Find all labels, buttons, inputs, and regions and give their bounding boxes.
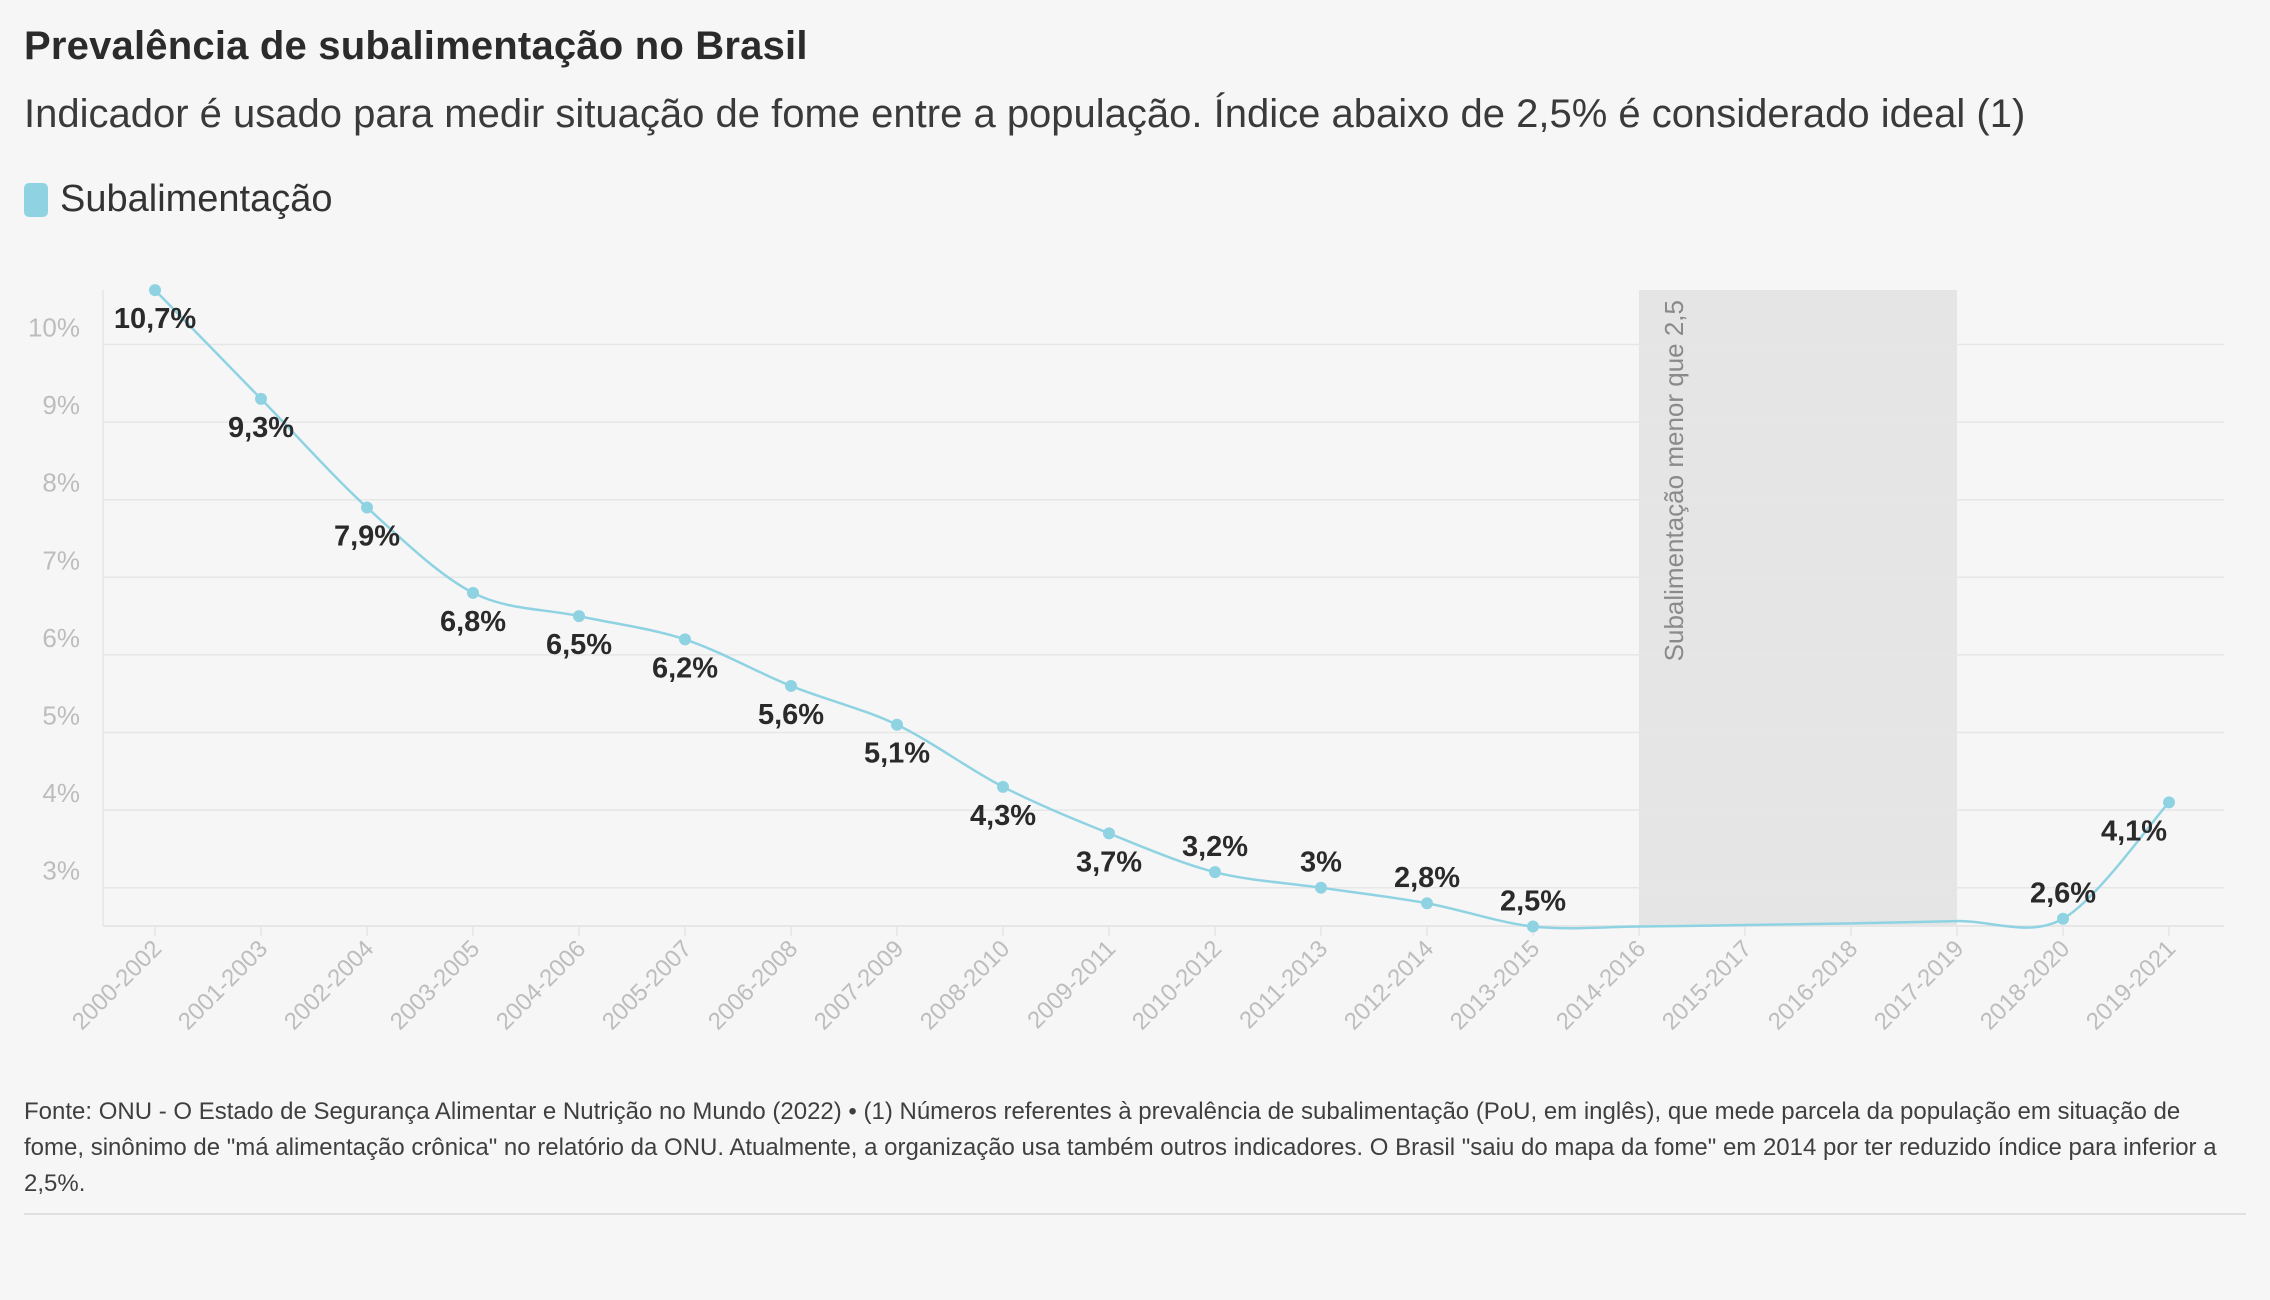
x-tick-label: 2018-2020 [1975,935,2075,1035]
data-label: 2,5% [1500,886,1566,918]
y-tick-label: 9% [42,390,80,420]
x-tick-label: 2005-2007 [597,935,697,1035]
x-tick-label: 2011-2013 [1234,935,1333,1034]
data-point [1527,920,1539,933]
data-point [1315,881,1327,894]
y-tick-label: 6% [42,623,80,653]
y-tick-label: 5% [42,701,80,731]
source-note: Fonte: ONU - O Estado de Segurança Alime… [24,1098,2217,1197]
data-label: 6,2% [652,652,718,684]
data-label: 2,8% [1394,862,1460,894]
x-tick-label: 2016-2018 [1763,935,1863,1035]
x-tick-label: 2015-2017 [1657,935,1757,1035]
x-tick-label: 2004-2006 [491,935,591,1035]
x-tick-label: 2009-2011 [1022,935,1121,1034]
data-point [255,392,267,405]
data-label: 7,9% [334,520,400,552]
data-label: 6,8% [440,606,506,638]
data-point [1103,827,1115,840]
data-point [679,633,691,646]
y-tick-label: 10% [28,313,80,343]
y-tick-label: 3% [42,856,80,886]
y-tick-label: 4% [42,778,80,808]
data-label: 9,3% [228,412,294,444]
data-point [573,610,585,623]
x-tick-label: 2013-2015 [1445,935,1545,1035]
data-label: 5,6% [758,699,824,731]
x-tick-label: 2000-2002 [67,935,167,1035]
x-tick-label: 2003-2005 [385,935,485,1035]
data-label: 3,2% [1182,831,1248,863]
data-label: 4,1% [2101,815,2167,847]
x-tick-label: 2006-2008 [703,935,803,1035]
x-tick-label: 2007-2009 [809,935,909,1035]
data-point [1209,866,1221,879]
legend: Subalimentação [24,178,333,221]
data-point [2057,912,2069,925]
data-point [891,718,903,731]
x-tick-label: 2002-2004 [279,935,379,1035]
annotation-band-label: Subalimentação menor que 2,5 [1659,300,1689,661]
data-label: 5,1% [864,738,930,770]
x-tick-label: 2001-2003 [173,935,273,1035]
legend-swatch [24,182,48,217]
data-point [361,501,373,514]
y-tick-label: 8% [42,468,80,498]
data-label: 4,3% [970,800,1036,832]
x-tick-label: 2017-2019 [1869,935,1969,1035]
data-point [785,679,797,692]
y-tick-label: 7% [42,545,80,575]
data-label: 2,6% [2030,878,2096,910]
x-tick-label: 2012-2014 [1339,935,1439,1035]
x-tick-label: 2019-2021 [2081,935,2181,1035]
footer-divider [24,1213,2246,1215]
data-label: 10,7% [114,303,196,335]
x-tick-label: 2010-2012 [1127,935,1227,1035]
data-label: 3% [1300,847,1342,879]
data-point [1421,897,1433,910]
data-point [2163,796,2175,809]
legend-label: Subalimentação [60,178,333,220]
data-point [997,780,1009,793]
x-tick-label: 2014-2016 [1551,935,1651,1035]
chart-title: Prevalência de subalimentação no Brasil [24,24,808,68]
x-tick-label: 2008-2010 [915,935,1015,1035]
annotation-band [1639,290,1957,926]
data-label: 3,7% [1076,846,1142,878]
data-label: 6,5% [546,629,612,661]
chart-subtitle: Indicador é usado para medir situação de… [24,92,2026,136]
data-point [149,284,161,297]
data-point [467,586,479,599]
